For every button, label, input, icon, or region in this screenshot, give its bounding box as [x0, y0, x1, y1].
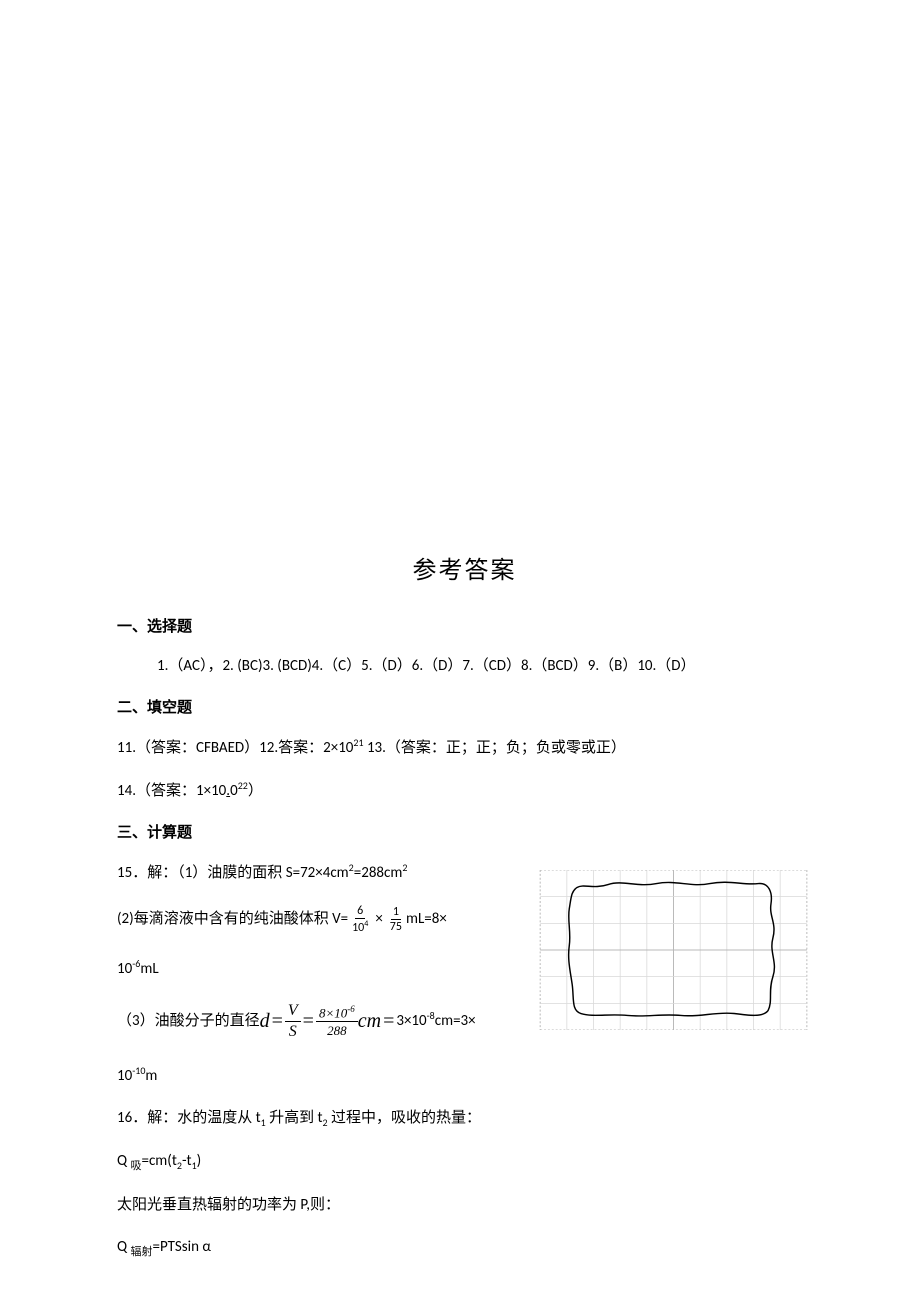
- q16d-sub: 辐射: [130, 1245, 152, 1258]
- q16b-post: ): [197, 1152, 202, 1170]
- section1-header: 一、选择题: [117, 615, 812, 636]
- q16b-mid2: -t: [182, 1152, 192, 1170]
- oil-film-grid-figure: [536, 870, 812, 1030]
- q16-post: 过程中，吸收的热量：: [328, 1109, 481, 1127]
- q15-3c-exp: -10: [132, 1064, 145, 1077]
- section3-header: 三、计算题: [117, 821, 812, 842]
- q15-2-frac1: 6 104: [350, 905, 370, 934]
- q16b-mid: =cm(t: [141, 1152, 176, 1170]
- q15-3-pre: （3）油酸分子的直径: [117, 1005, 260, 1038]
- q15-2: (2)每滴溶液中含有的纯油酸体积 V= 6 104 × 1 75 mL=8×: [117, 903, 537, 936]
- q14-answer: 14.（答案：1×10.022）: [117, 778, 812, 803]
- q15-1-sup2: 2: [402, 861, 407, 874]
- q15-3-frac2-num: 8×10-6: [316, 1005, 358, 1022]
- q15-2-pre: (2)每滴溶液中含有的纯油酸体积 V=: [117, 903, 348, 936]
- q15-2-post: mL=8×: [406, 903, 447, 936]
- q15-1-mid: =288cm: [354, 864, 403, 882]
- q15-3-frac2-den: 288: [324, 1022, 350, 1037]
- q15-2-frac2-den: 75: [388, 920, 404, 933]
- q14-post: ）: [248, 782, 263, 800]
- q15-3-eq2: =: [303, 999, 314, 1043]
- q15-3-frac1-den: S: [286, 1022, 300, 1040]
- q11-text: 11.（答案：CFBAED）12.答案：2×10: [117, 739, 353, 757]
- q15-1-pre: 15．解：（1）油膜的面积 S=72×4cm: [117, 864, 349, 882]
- q15-3-frac2: 8×10-6 288: [316, 1005, 358, 1037]
- q13-text: 13.（答案：正；正；负；负或零或正）: [364, 739, 626, 757]
- mc-answers: 1.（AC），2. (BC)3. (BCD)4.（C）5.（D）6.（D）7.（…: [117, 654, 812, 678]
- q15-3-frac1-num: V: [285, 1003, 301, 1022]
- q15-3c-pre: 10: [117, 1067, 132, 1085]
- q16b: Q 吸=cm(t2-t1): [117, 1149, 812, 1175]
- q16b-pre: Q: [117, 1152, 130, 1170]
- q15-2b-post: mL: [140, 960, 158, 978]
- q16d: Q 辐射=PTSsin α: [117, 1235, 812, 1261]
- q15-3-eq1: =: [272, 999, 283, 1043]
- q16c: 太阳光垂直热辐射的功率为 P,则：: [117, 1193, 812, 1217]
- q15-2b-pre: 10: [117, 960, 132, 978]
- q15-3-cm: cm: [358, 999, 381, 1043]
- q15-3c-post: m: [145, 1067, 157, 1085]
- q14-base: 0: [230, 782, 238, 800]
- q15-3-eq3: =: [383, 999, 394, 1043]
- q15-2-frac1-num: 6: [355, 905, 365, 919]
- q11-exp: 21: [353, 736, 363, 749]
- q14-exp: 22: [238, 779, 248, 792]
- q16d-post: =PTSsin α: [152, 1238, 210, 1256]
- q16b-sub: 吸: [130, 1159, 141, 1172]
- q15-3-d: d: [260, 999, 270, 1043]
- q15-2-frac2-num: 1: [391, 906, 401, 920]
- q15-3c: 10-10m: [117, 1063, 812, 1088]
- q15-3-frac1: V S: [285, 1003, 301, 1040]
- q16d-pre: Q: [117, 1238, 130, 1256]
- q11-13-answer: 11.（答案：CFBAED）12.答案：2×1021 13.（答案：正；正；负；…: [117, 735, 812, 760]
- page-title: 参考答案: [117, 550, 812, 585]
- q15-3-post: 3×10-8cm=3×: [396, 1005, 475, 1038]
- q15-3: （3）油酸分子的直径 d = V S = 8×10-6 288 cm = 3×1…: [117, 999, 537, 1043]
- q15-2-frac2: 1 75: [388, 906, 404, 933]
- section2-header: 二、填空题: [117, 696, 812, 717]
- q16-pre: 16．解：水的温度从 t: [117, 1109, 261, 1127]
- q16-mid: 升高到 t: [266, 1109, 323, 1127]
- q14-pre: 14.（答案：1×10: [117, 782, 226, 800]
- q15-2-frac1-den: 104: [350, 919, 370, 934]
- q15-2-times: ×: [375, 903, 382, 936]
- q16: 16．解：水的温度从 t1 升高到 t2 过程中，吸收的热量：: [117, 1106, 812, 1131]
